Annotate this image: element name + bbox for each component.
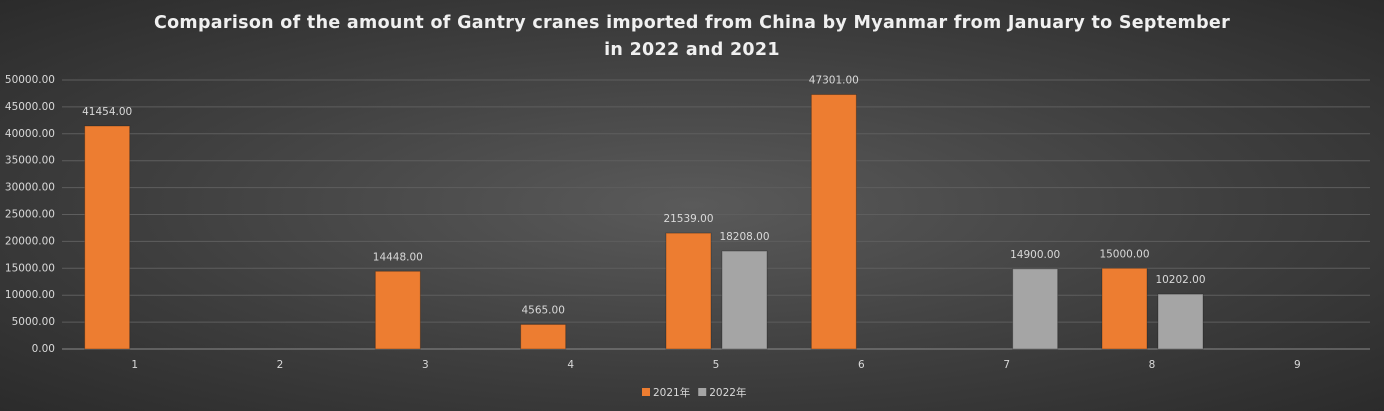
y-tick-label: 30000.00 [5,182,55,194]
y-tick-label: 45000.00 [5,101,55,113]
legend-label: 2021年 [653,386,690,399]
x-tick-label: 6 [858,359,865,371]
legend-swatch [698,388,707,396]
bar [1101,267,1148,350]
x-tick-label: 5 [713,359,720,371]
value-label: 14900.00 [1010,249,1060,261]
bar [810,94,857,350]
x-tick-label: 3 [422,359,429,371]
bar [374,270,421,350]
y-tick-label: 25000.00 [5,209,55,221]
value-label: 41454.00 [82,106,132,118]
value-label: 47301.00 [809,75,859,87]
x-tick-label: 7 [1003,359,1010,371]
value-label: 4565.00 [521,304,564,316]
value-label: 10202.00 [1155,274,1205,286]
bar [84,125,131,350]
y-tick-label: 20000.00 [5,235,55,247]
y-tick-label: 0.00 [32,343,55,355]
bar [1012,268,1059,350]
y-tick-label: 5000.00 [12,316,55,328]
x-tick-label: 1 [131,359,138,371]
legend-swatch [642,388,650,396]
bar [665,232,712,350]
y-tick-label: 10000.00 [5,289,55,301]
y-tick-label: 35000.00 [5,155,55,167]
value-label: 18208.00 [719,231,769,243]
chart-title: Comparison of the amount of Gantry crane… [153,13,1231,60]
x-tick-label: 9 [1294,359,1301,371]
value-label: 14448.00 [373,251,423,263]
value-label: 21539.00 [663,213,713,225]
x-tick-label: 4 [567,359,574,371]
value-label: 15000.00 [1099,248,1149,260]
y-tick-label: 40000.00 [5,128,55,140]
bar [520,323,567,350]
bar [721,250,768,350]
bar [1157,293,1204,350]
x-tick-label: 8 [1149,359,1156,371]
legend-label: 2022年 [709,386,746,399]
y-tick-label: 50000.00 [5,74,55,86]
y-tick-label: 15000.00 [5,262,55,274]
x-tick-label: 2 [277,359,284,371]
